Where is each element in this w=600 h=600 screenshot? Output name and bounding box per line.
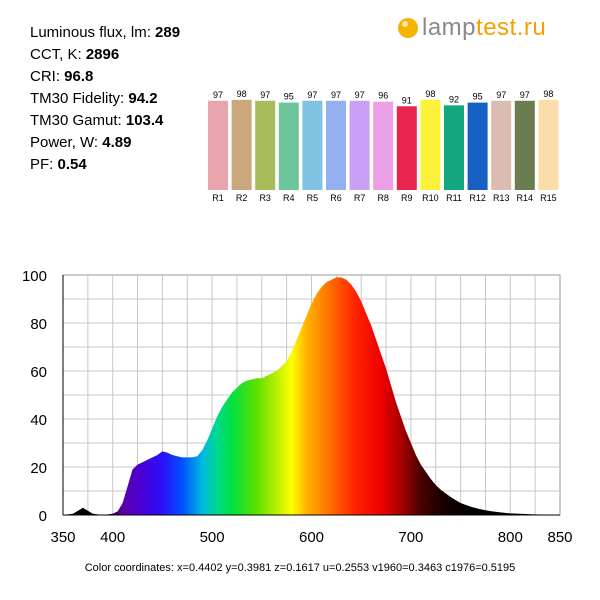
cri-value-label: 98 <box>237 89 247 99</box>
cri-bar-r10 <box>420 99 441 190</box>
stat-cri: CRI: 96.8 <box>30 68 94 85</box>
cri-bar-r15 <box>538 99 559 190</box>
lamp-stats: Luminous flux, lm: 289 CCT, K: 2896 CRI:… <box>30 22 180 176</box>
cri-bar-r8 <box>373 101 394 190</box>
cri-bar-r3 <box>255 100 276 190</box>
cri-bar-r5 <box>302 100 323 190</box>
cri-value-label: 97 <box>331 90 341 100</box>
y-tick-label: 60 <box>30 364 47 381</box>
lamptest-logo[interactable]: lamptest.ru <box>398 14 546 42</box>
cri-bar-r13 <box>491 100 512 190</box>
color-coordinates: Color coordinates: x=0.4402 y=0.3981 z=0… <box>84 562 516 574</box>
x-tick-label: 400 <box>100 529 125 546</box>
cri-value-label: 97 <box>496 90 506 100</box>
cri-category-label: R5 <box>307 193 319 203</box>
y-tick-label: 20 <box>30 460 47 477</box>
cri-bar-r9 <box>396 106 417 190</box>
stat-power-factor: PF: 0.54 <box>30 156 87 173</box>
cri-value-label: 98 <box>425 89 435 99</box>
cri-category-label: R7 <box>354 193 366 203</box>
cri-value-label: 97 <box>260 90 270 100</box>
cri-category-label: R2 <box>236 193 248 203</box>
cri-category-label: R1 <box>212 193 224 203</box>
cri-category-label: R9 <box>401 193 413 203</box>
spectrum-area <box>63 277 560 515</box>
cri-bar-r12 <box>467 102 488 190</box>
stat-tm30-fidelity: TM30 Fidelity: 94.2 <box>30 90 158 107</box>
cri-category-label: R6 <box>330 193 342 203</box>
cri-bar-r1 <box>208 100 228 190</box>
cri-value-label: 97 <box>213 90 223 100</box>
cri-category-label: R8 <box>377 193 389 203</box>
cri-value-label: 92 <box>449 94 459 104</box>
cri-value-label: 91 <box>402 95 412 105</box>
x-tick-label: 700 <box>398 529 423 546</box>
x-tick-label: 850 <box>547 529 572 546</box>
cri-bar-r7 <box>349 100 370 190</box>
cri-category-label: R4 <box>283 193 295 203</box>
cri-category-label: R11 <box>446 193 462 203</box>
x-tick-label: 350 <box>50 529 75 546</box>
y-tick-label: 0 <box>39 508 47 525</box>
cri-category-label: R10 <box>422 193 439 203</box>
x-tick-label: 500 <box>200 529 225 546</box>
cri-value-label: 97 <box>355 90 365 100</box>
cri-category-label: R15 <box>540 193 557 203</box>
stat-luminous-flux: Luminous flux, lm: 289 <box>30 24 181 41</box>
cri-value-label: 95 <box>473 92 483 102</box>
cri-value-label: 98 <box>543 89 553 99</box>
stat-cct: CCT, K: 2896 <box>30 46 120 63</box>
y-tick-label: 80 <box>30 316 47 333</box>
y-tick-label: 100 <box>22 268 47 285</box>
cri-category-label: R12 <box>469 193 486 203</box>
cri-bar-r6 <box>326 100 346 190</box>
cri-category-label: R14 <box>517 193 534 203</box>
cri-value-label: 97 <box>307 90 317 100</box>
stat-power: Power, W: 4.89 <box>30 134 132 151</box>
bulb-logo-icon <box>398 18 418 38</box>
cri-bar-chart: 97 R1 98 R2 97 R3 95 R4 97 R5 97 R6 97 R7 96 R8 91 R9 98 R1… <box>208 89 559 203</box>
cri-value-label: 95 <box>284 92 294 102</box>
cri-bar-r14 <box>514 100 535 190</box>
cri-value-label: 96 <box>378 91 388 101</box>
x-tick-label: 600 <box>299 529 324 546</box>
spectrum-chart: 0 20 40 60 80 100 350 400 500 600 700 800 850 <box>22 268 573 546</box>
cri-bar-r11 <box>444 105 464 190</box>
cri-bar-r4 <box>278 102 299 190</box>
x-tick-label: 800 <box>498 529 523 546</box>
cri-category-label: R13 <box>493 193 510 203</box>
stat-tm30-gamut: TM30 Gamut: 103.4 <box>30 112 164 129</box>
y-tick-label: 40 <box>30 412 47 429</box>
logo-text: lamptest.ru <box>422 14 547 41</box>
cri-category-label: R3 <box>259 193 271 203</box>
cri-bar-r2 <box>231 99 252 190</box>
cri-value-label: 97 <box>520 90 530 100</box>
